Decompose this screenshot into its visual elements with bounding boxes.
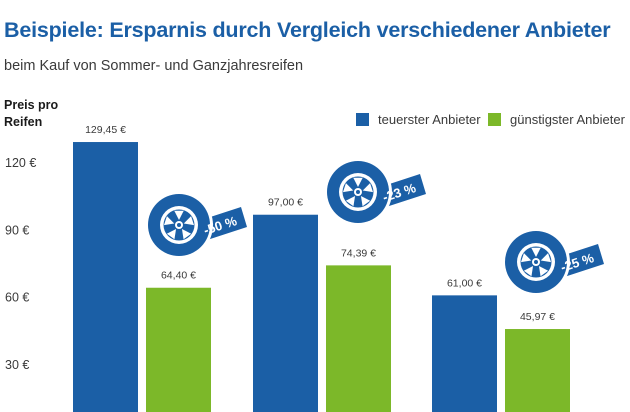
y-tick-label: 30 €	[5, 358, 29, 372]
hub-dot	[356, 190, 360, 194]
spoke	[174, 210, 184, 220]
data-label: 97,00 €	[268, 197, 303, 209]
y-tick-label: 60 €	[5, 291, 29, 305]
hub-dot	[534, 260, 538, 264]
spoke	[540, 253, 551, 263]
legend-item-guenstigster: günstigster Anbieter	[488, 112, 625, 127]
spoke	[521, 253, 532, 263]
tire-tag-icon	[145, 191, 247, 259]
bar-teuerster-1	[73, 142, 138, 412]
legend-label-teuerster: teuerster Anbieter	[378, 112, 481, 127]
spoke	[345, 196, 356, 207]
tire-tag-icon	[502, 228, 604, 296]
bar-guenstigster-1	[146, 287, 211, 412]
spoke	[183, 216, 194, 226]
hub-dot	[177, 223, 181, 227]
data-label: 45,97 €	[520, 311, 555, 323]
bar-guenstigster-2	[326, 265, 391, 412]
chart-subtitle: beim Kauf von Sommer- und Ganzjahresreif…	[4, 58, 304, 74]
spoke	[181, 229, 192, 240]
legend-item-teuerster: teuerster Anbieter	[356, 112, 481, 127]
data-label: 129,45 €	[85, 124, 126, 136]
legend-swatch-teuerster	[356, 113, 369, 126]
spoke	[531, 247, 541, 257]
spoke	[343, 183, 354, 193]
bar-teuerster-2	[253, 214, 318, 412]
data-label: 64,40 €	[161, 270, 196, 282]
tire-tag-icon	[324, 158, 426, 226]
data-label: 61,00 €	[447, 277, 482, 289]
y-tick-label: 90 €	[5, 223, 29, 237]
spoke	[164, 216, 175, 226]
y-axis-label: Preis pro Reifen	[4, 98, 59, 129]
y-tick-label: 120 €	[5, 156, 36, 170]
bar-teuerster-3	[432, 295, 497, 412]
spoke	[166, 229, 177, 240]
chart-title: Beispiele: Ersparnis durch Vergleich ver…	[4, 18, 611, 42]
spoke	[538, 266, 549, 277]
spoke	[362, 183, 373, 193]
spoke	[523, 266, 534, 277]
legend-swatch-guenstigster	[488, 113, 501, 126]
spoke	[360, 196, 371, 207]
spoke	[353, 177, 363, 187]
bar-guenstigster-3	[505, 329, 570, 412]
data-label: 74,39 €	[341, 247, 376, 259]
legend-label-guenstigster: günstigster Anbieter	[510, 112, 625, 127]
